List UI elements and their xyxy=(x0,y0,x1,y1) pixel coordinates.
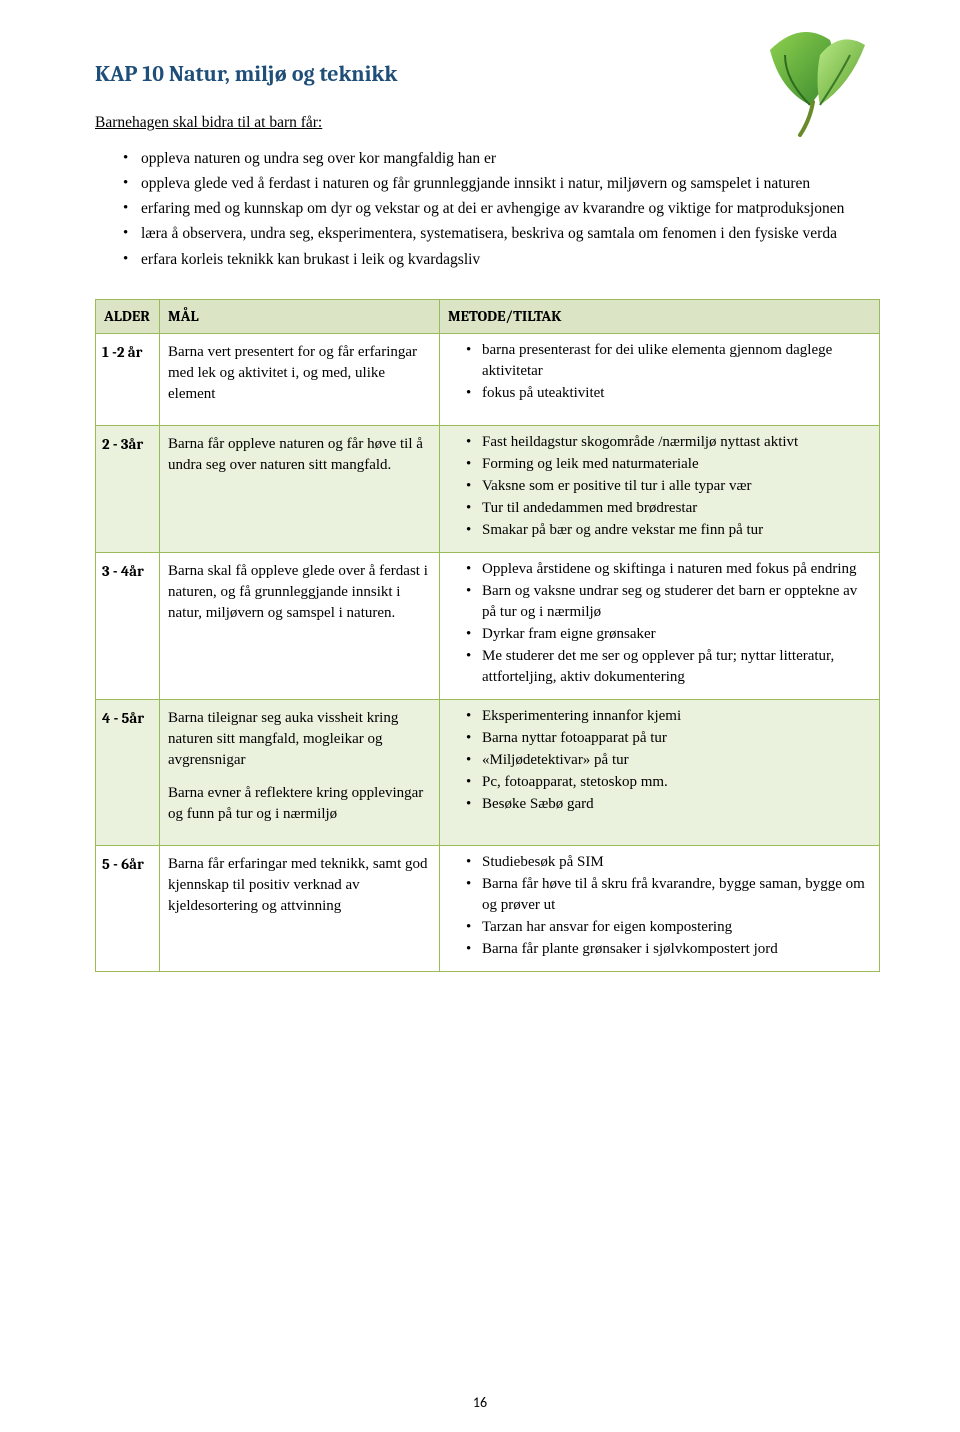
table-row: 3 - 4årBarna skal få oppleve glede over … xyxy=(96,552,880,699)
intro-bullet-list: oppleva naturen og undra seg over kor ma… xyxy=(95,147,880,271)
method-item: Vaksne som er positive til tur i alle ty… xyxy=(466,476,871,497)
method-item: Tur til andedammen med brødrestar xyxy=(466,498,871,519)
method-item: Barna får høve til å skru frå kvarandre,… xyxy=(466,874,871,916)
method-item: Forming og leik med naturmateriale xyxy=(466,454,871,475)
method-cell: Oppleva årstidene og skiftinga i naturen… xyxy=(440,552,880,699)
method-item: Barna nyttar fotoapparat på tur xyxy=(466,728,871,749)
age-cell: 1 -2 år xyxy=(96,333,160,425)
method-item: Me studerer det me ser og opplever på tu… xyxy=(466,646,871,688)
method-item: Studiebesøk på SIM xyxy=(466,852,871,873)
table-row: 1 -2 årBarna vert presentert for og får … xyxy=(96,333,880,425)
table-row: 4 - 5årBarna tileignar seg auka vissheit… xyxy=(96,699,880,845)
intro-bullet: læra å observera, undra seg, eksperiment… xyxy=(123,222,880,245)
goal-cell: Barna vert presentert for og får erfarin… xyxy=(160,333,440,425)
method-item: Dyrkar fram eigne grønsaker xyxy=(466,624,871,645)
age-cell: 3 - 4år xyxy=(96,552,160,699)
col-header-age: ALDER xyxy=(96,299,160,333)
method-cell: barna presenterast for dei ulike element… xyxy=(440,333,880,425)
method-item: Eksperimentering innanfor kjemi xyxy=(466,706,871,727)
method-cell: Fast heildagstur skogområde /nærmiljø ny… xyxy=(440,425,880,552)
method-item: Tarzan har ansvar for eigen kompostering xyxy=(466,917,871,938)
method-item: Besøke Sæbø gard xyxy=(466,794,871,815)
goal-cell: Barna får erfaringar med teknikk, samt g… xyxy=(160,845,440,971)
page-number: 16 xyxy=(0,1394,960,1412)
method-item: barna presenterast for dei ulike element… xyxy=(466,340,871,382)
method-cell: Studiebesøk på SIMBarna får høve til å s… xyxy=(440,845,880,971)
method-item: Pc, fotoapparat, stetoskop mm. xyxy=(466,772,871,793)
method-item: Oppleva årstidene og skiftinga i naturen… xyxy=(466,559,871,580)
intro-bullet: oppleva glede ved å ferdast i naturen og… xyxy=(123,172,880,195)
method-item: «Miljødetektivar» på tur xyxy=(466,750,871,771)
goal-cell: Barna tileignar seg auka vissheit kring … xyxy=(160,699,440,845)
table-row: 2 - 3årBarna får oppleve naturen og får … xyxy=(96,425,880,552)
age-cell: 4 - 5år xyxy=(96,699,160,845)
goal-cell: Barna får oppleve naturen og får høve ti… xyxy=(160,425,440,552)
goal-cell: Barna skal få oppleve glede over å ferda… xyxy=(160,552,440,699)
method-item: Barn og vaksne undrar seg og studerer de… xyxy=(466,581,871,623)
intro-bullet: erfaring med og kunnskap om dyr og vekst… xyxy=(123,197,880,220)
col-header-method: METODE/TILTAK xyxy=(440,299,880,333)
method-item: Barna får plante grønsaker i sjølvkompos… xyxy=(466,939,871,960)
method-cell: Eksperimentering innanfor kjemiBarna nyt… xyxy=(440,699,880,845)
intro-bullet: erfara korleis teknikk kan brukast i lei… xyxy=(123,248,880,271)
table-row: 5 - 6årBarna får erfaringar med teknikk,… xyxy=(96,845,880,971)
leaf-icon xyxy=(730,10,880,140)
curriculum-table: ALDER MÅL METODE/TILTAK 1 -2 årBarna ver… xyxy=(95,299,880,972)
method-item: Fast heildagstur skogområde /nærmiljø ny… xyxy=(466,432,871,453)
method-item: Smakar på bær og andre vekstar me finn p… xyxy=(466,520,871,541)
col-header-goal: MÅL xyxy=(160,299,440,333)
method-item: fokus på uteaktivitet xyxy=(466,383,871,404)
age-cell: 5 - 6år xyxy=(96,845,160,971)
age-cell: 2 - 3år xyxy=(96,425,160,552)
intro-bullet: oppleva naturen og undra seg over kor ma… xyxy=(123,147,880,170)
